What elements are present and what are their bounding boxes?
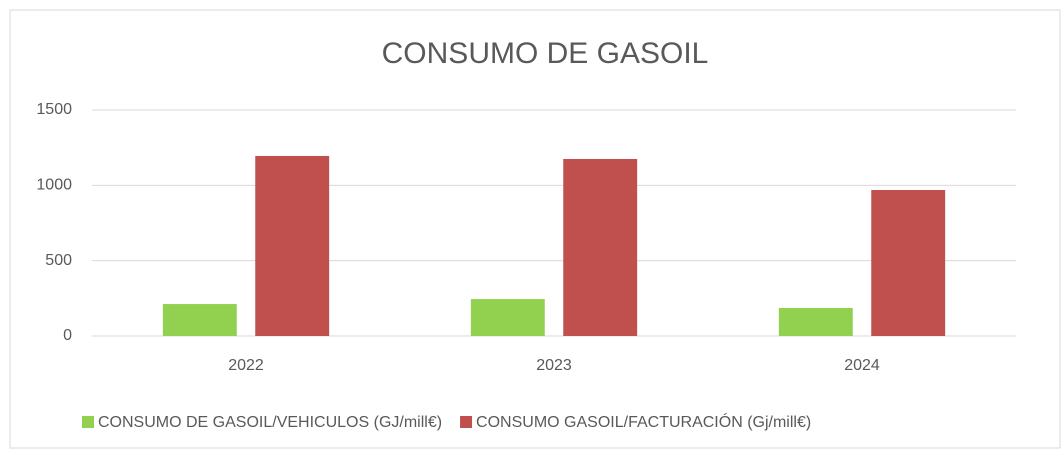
bar	[871, 190, 946, 336]
y-tick-label: 1000	[36, 177, 72, 194]
x-tick-label: 2022	[228, 357, 264, 374]
y-tick-label: 500	[45, 252, 72, 269]
bar	[255, 155, 330, 336]
bar	[778, 307, 853, 336]
legend-label: CONSUMO GASOIL/FACTURACIÓN (Gj/mill€)	[476, 412, 811, 431]
y-tick-label: 1500	[36, 101, 72, 118]
bar	[563, 158, 638, 336]
legend-swatch	[460, 416, 473, 428]
x-tick-label: 2024	[844, 357, 880, 374]
bar	[470, 299, 545, 336]
legend-label: CONSUMO DE GASOIL/VEHICULOS (GJ/mill€)	[98, 414, 442, 431]
chart-title: CONSUMO DE GASOIL	[382, 37, 709, 70]
legend-swatch	[82, 416, 94, 428]
y-tick-label: 0	[63, 327, 72, 344]
bar	[162, 304, 237, 336]
x-tick-label: 2023	[536, 357, 572, 374]
